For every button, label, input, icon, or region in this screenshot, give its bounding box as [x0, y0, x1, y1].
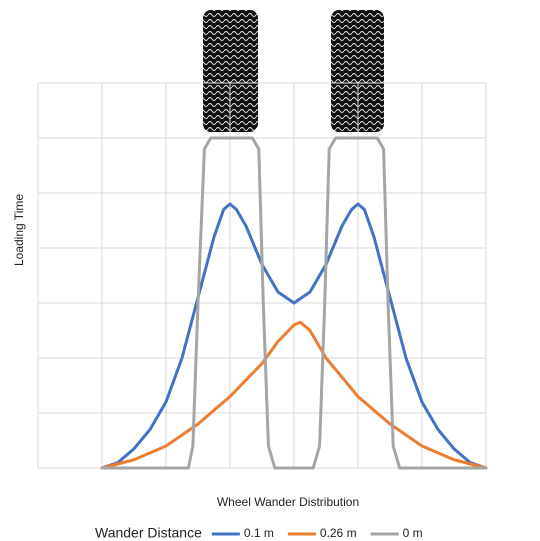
grid — [37, 82, 487, 469]
legend-label: 0 m — [403, 526, 423, 540]
data-line — [100, 202, 488, 470]
y-axis-label: Loading Time — [12, 194, 26, 266]
x-axis-label: Wheel Wander Distribution — [217, 495, 359, 509]
legend-label: 0.1 m — [244, 526, 274, 540]
plot — [100, 136, 488, 470]
tire-icon — [203, 10, 258, 132]
legend-title: Wander Distance — [95, 525, 202, 541]
data-line — [100, 320, 488, 470]
legend: Wander Distance 0.1 m 0.26 m 0 m — [95, 525, 423, 541]
tire-icon — [331, 10, 384, 132]
data-line — [100, 136, 488, 470]
legend-label: 0.26 m — [320, 526, 357, 540]
